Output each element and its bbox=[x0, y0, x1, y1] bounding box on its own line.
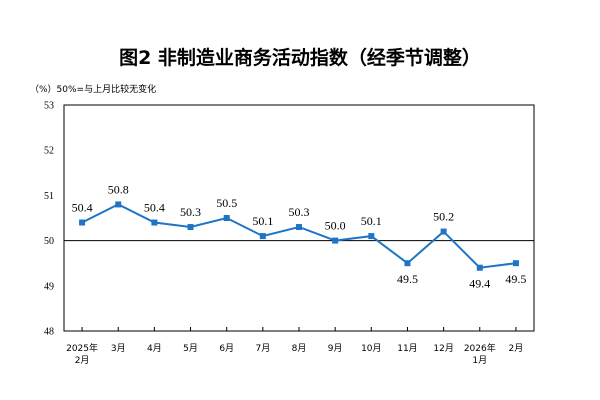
data-point bbox=[79, 219, 86, 226]
data-point bbox=[440, 228, 447, 235]
data-labels: 50.4 50.8 50.4 50.3 50.5 50.1 50.3 50.0 50.1 49.5… bbox=[72, 182, 527, 290]
data-point bbox=[368, 233, 375, 240]
data-label: 50.8 bbox=[108, 182, 129, 196]
y-tick-label: 51 bbox=[44, 191, 54, 202]
data-label: 50.1 bbox=[252, 214, 273, 228]
data-label: 50.0 bbox=[325, 219, 346, 233]
data-point bbox=[296, 224, 302, 231]
data-label: 50.4 bbox=[72, 201, 93, 215]
data-point bbox=[151, 219, 158, 226]
data-point bbox=[223, 215, 230, 221]
x-tick-label: 3月 bbox=[111, 343, 126, 354]
data-label: 49.5 bbox=[397, 272, 418, 286]
x-tick-label: 8月 bbox=[292, 343, 307, 354]
y-tick-label: 52 bbox=[44, 146, 54, 157]
x-tick-label: 12月 bbox=[433, 343, 453, 354]
data-point bbox=[404, 260, 411, 267]
unit-note: （%）50%=与上月比较无变化 bbox=[30, 83, 156, 95]
x-tick-label: 10月 bbox=[361, 343, 381, 354]
x-tick-label: 9月 bbox=[328, 343, 343, 354]
y-axis: 48 49 50 51 52 53 bbox=[44, 101, 54, 338]
y-tick-label: 48 bbox=[44, 327, 54, 338]
data-label: 50.3 bbox=[180, 205, 201, 219]
x-tick-label: 2026年 1月 bbox=[464, 342, 496, 366]
x-tick-label: 2025年 2月 bbox=[66, 342, 98, 366]
data-label: 50.3 bbox=[289, 205, 310, 219]
x-tick-label: 2月 bbox=[509, 343, 524, 354]
data-point bbox=[187, 224, 194, 231]
chart-title: 图2 非制造业商务活动指数（经季节调整） bbox=[119, 46, 481, 69]
data-label: 50.1 bbox=[361, 214, 382, 228]
data-label: 50.2 bbox=[433, 210, 454, 224]
data-point bbox=[512, 260, 519, 267]
series-markers bbox=[79, 201, 519, 271]
data-point bbox=[476, 264, 483, 271]
x-tick-label: 5月 bbox=[183, 343, 198, 354]
data-label: 50.5 bbox=[216, 196, 237, 210]
x-tick-label: 4月 bbox=[147, 343, 162, 354]
x-tick-label: 11月 bbox=[397, 343, 417, 354]
data-point bbox=[259, 233, 266, 240]
data-label: 49.5 bbox=[505, 272, 526, 286]
x-axis: 2025年 2月 3月 4月 5月 6月 7月 8月 9月 10月 11月 12月 2026年 1月 2月 bbox=[66, 327, 523, 366]
y-tick-label: 49 bbox=[44, 281, 54, 292]
y-tick-label: 53 bbox=[44, 101, 54, 112]
x-tick-label: 6月 bbox=[219, 343, 234, 354]
data-point bbox=[332, 237, 339, 244]
data-point bbox=[115, 201, 122, 208]
x-tick-label: 7月 bbox=[255, 343, 270, 354]
data-label: 50.4 bbox=[144, 201, 165, 215]
data-label: 49.4 bbox=[469, 277, 490, 291]
y-tick-label: 50 bbox=[44, 236, 54, 247]
